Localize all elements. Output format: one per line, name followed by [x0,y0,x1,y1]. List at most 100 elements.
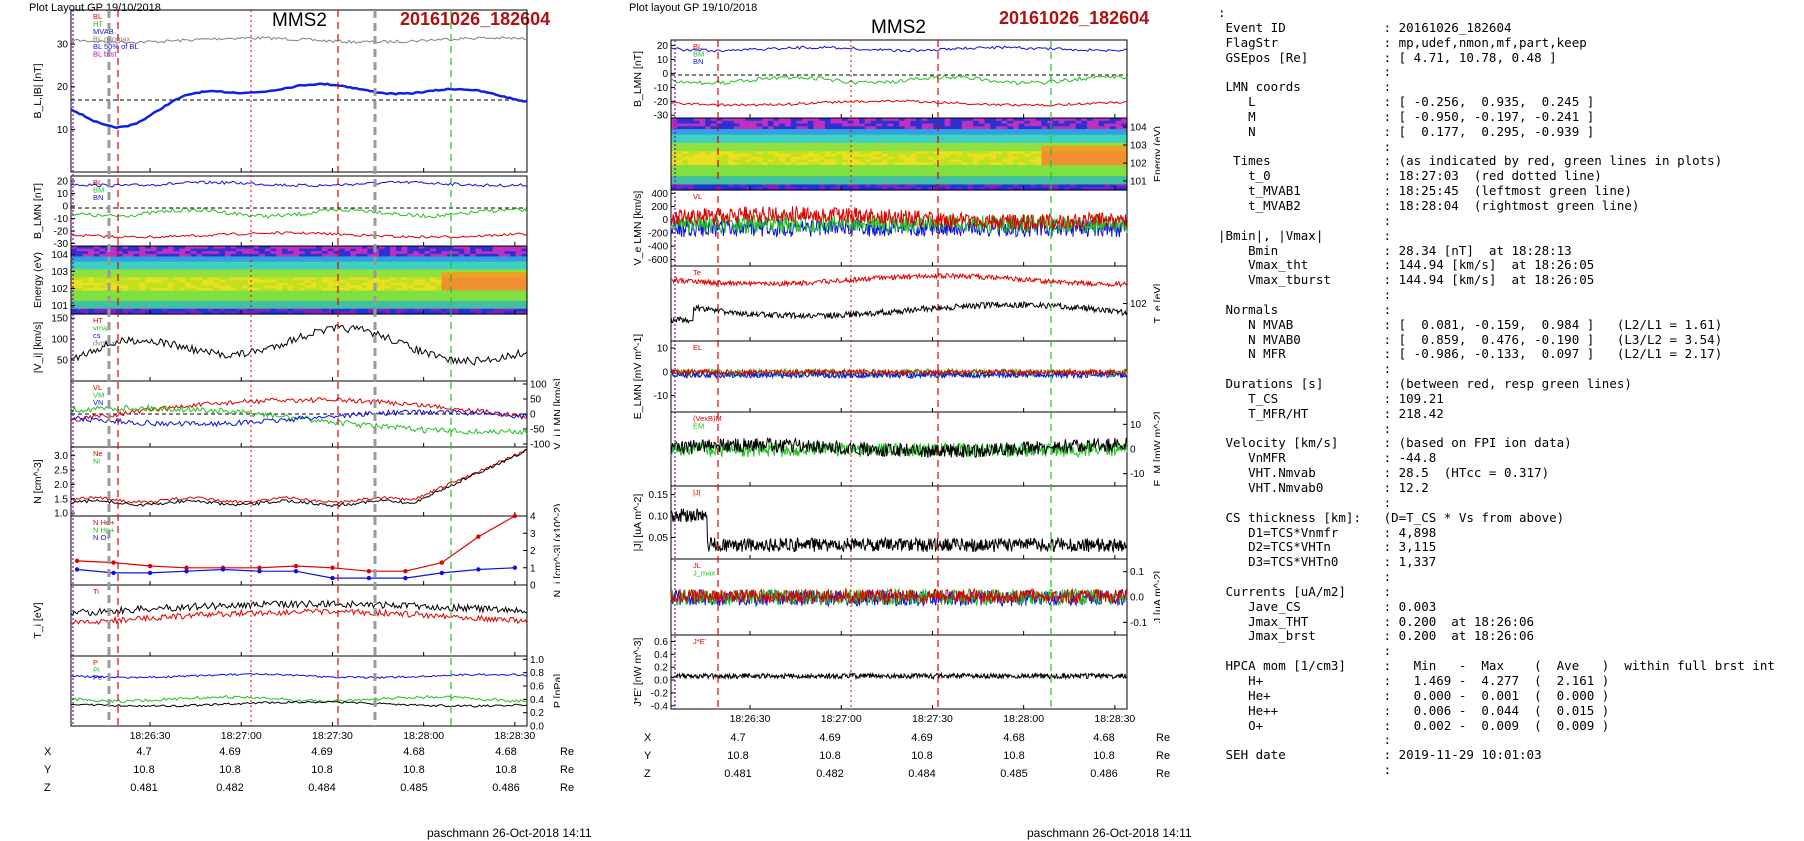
heatmap-cell [105,277,112,281]
heatmap-cell [1047,129,1054,133]
heatmap-cell [876,181,883,186]
heatmap-cell [338,295,346,299]
y-tick-label: 2 [530,546,536,557]
heatmap-cell [733,145,740,150]
heatmap-cell [705,131,712,136]
coord-unit: Re [560,746,575,758]
heatmap-cell [110,308,118,312]
heatmap-cell [870,173,877,177]
heatmap-cell [407,290,414,294]
heatmap-cell [1109,137,1117,141]
heatmap-cell [236,303,243,307]
heatmap-cell [413,285,420,289]
heatmap-cell [1121,176,1128,180]
heatmap-cell [967,134,974,138]
heatmap-cell [424,266,431,271]
heatmap-cell [316,298,323,302]
heatmap-cell [321,253,329,258]
heatmap-cell [299,295,306,299]
heatmap-cell [881,176,889,180]
heatmap-cell [1030,126,1037,130]
heatmap-cell [82,274,89,278]
heatmap-cell [259,306,266,310]
heatmap-cell [1041,118,1048,122]
heatmap-cell [71,246,78,250]
heatmap-cell [116,306,123,310]
heatmap-cell [224,308,232,312]
heatmap-cell [767,187,775,191]
heatmap-cell [179,300,186,305]
heatmap-cell [190,308,197,312]
coord-value: 0.485 [400,782,428,794]
heatmap-cell [1001,178,1008,183]
heatmap-cell [716,134,723,138]
heatmap-cell [304,251,311,255]
heatmap-cell [156,248,163,252]
heatmap-cell [1092,181,1100,186]
heatmap-cell [676,162,683,166]
heatmap-cell [156,259,163,263]
heatmap-cell [921,140,929,144]
heatmap-cell [682,178,689,183]
heatmap-cell [76,248,83,252]
coord-value: 10.8 [819,750,841,762]
heatmap-cell [933,165,940,169]
heatmap-cell [430,295,437,299]
y-tick-label: 0.4 [530,695,544,706]
heatmap-cell [990,129,997,133]
heatmap-cell [1052,120,1060,125]
heatmap-cell [916,137,923,141]
heatmap-cell [676,151,683,155]
series-line [70,403,528,436]
heatmap-cell [350,246,357,250]
heatmap-cell [179,246,186,250]
heatmap-cell [196,295,203,299]
heatmap-cell [1041,131,1048,136]
heatmap-cell [916,123,923,127]
heatmap-cell [916,142,923,147]
heatmap-cell [452,264,460,268]
heatmap-cell [207,280,215,284]
heatmap-cell [881,145,889,150]
heatmap-cell [435,274,443,278]
heatmap-cell [162,298,169,302]
heatmap-cell [133,272,140,276]
heatmap-cell [830,137,837,141]
heatmap-cell [481,298,488,302]
heatmap-cell [384,280,391,284]
info-line: : [1218,212,1392,228]
heatmap-cell [299,264,306,268]
heatmap-cell [1018,126,1025,130]
heatmap-cell [1035,178,1043,183]
heatmap-cell [299,308,306,312]
heatmap-cell [373,306,380,310]
heatmap-cell [133,300,140,305]
heatmap-cell [710,131,718,136]
heatmap-cell [179,251,186,255]
heatmap-cell [1047,123,1054,127]
heatmap-cell [1098,118,1105,122]
heatmap-cell [1007,156,1014,161]
heatmap-cell [1064,167,1071,172]
heatmap-cell [247,272,254,276]
heatmap-cell [276,290,283,294]
heatmap-cell [321,295,329,299]
heatmap-cell [293,290,300,294]
heatmap-cell [242,272,249,276]
heatmap-cell [253,282,260,286]
heatmap-cell [1075,137,1082,141]
heatmap-cell [190,298,197,302]
heatmap-cell [219,298,226,302]
heatmap-cell [458,246,465,250]
heatmap-cell [1081,162,1088,166]
heatmap-cell [859,118,866,122]
heatmap-cell [196,251,203,255]
series-line [670,74,1128,86]
heatmap-cell [779,181,786,186]
heatmap-cell [367,285,374,289]
heatmap-cell [716,126,723,130]
heatmap-cell [281,311,289,315]
heatmap-cell [521,251,528,255]
legend-entry: Ne [93,449,103,458]
series-line [670,370,1128,380]
